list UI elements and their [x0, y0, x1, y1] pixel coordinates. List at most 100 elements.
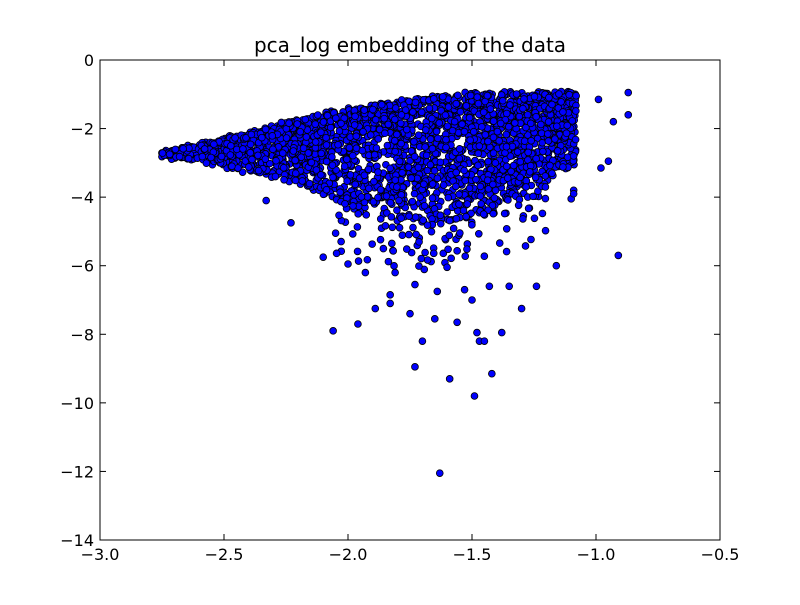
- data-point: [335, 211, 343, 220]
- data-point: [466, 91, 475, 100]
- data-point: [419, 180, 428, 188]
- data-point: [371, 115, 380, 124]
- data-point: [405, 230, 413, 239]
- data-point: [506, 152, 515, 160]
- data-point: [228, 162, 236, 171]
- data-point: [272, 156, 280, 165]
- data-point: [349, 151, 357, 160]
- data-point: [277, 118, 286, 127]
- y-tick-label: −8: [70, 325, 94, 344]
- data-point: [158, 149, 167, 157]
- data-point: [322, 141, 331, 149]
- data-point: [429, 95, 438, 103]
- data-point: [534, 187, 542, 195]
- data-point: [416, 193, 424, 201]
- data-point: [397, 214, 405, 222]
- data-point: [297, 153, 306, 162]
- data-point: [268, 132, 277, 140]
- x-tick-label: −2.0: [329, 545, 368, 564]
- data-point: [563, 121, 572, 130]
- data-point: [502, 109, 511, 118]
- data-point: [434, 134, 442, 143]
- data-point: [395, 157, 404, 166]
- data-point: [604, 157, 613, 165]
- data-point: [436, 158, 445, 167]
- data-point: [337, 237, 345, 246]
- data-point: [537, 129, 546, 138]
- data-point: [435, 469, 444, 477]
- data-point: [493, 127, 502, 136]
- data-point: [415, 262, 423, 270]
- data-point: [254, 151, 262, 160]
- data-point: [296, 127, 305, 136]
- data-point: [474, 99, 483, 108]
- data-point: [365, 184, 373, 193]
- data-point: [340, 162, 349, 171]
- y-tick-label: −12: [60, 462, 94, 481]
- data-point: [479, 210, 488, 218]
- data-point: [341, 199, 349, 208]
- data-point: [450, 117, 459, 126]
- data-point: [513, 148, 522, 156]
- data-point: [463, 245, 471, 253]
- data-point: [226, 151, 235, 159]
- data-point: [453, 247, 461, 255]
- data-point: [408, 197, 417, 206]
- data-point: [420, 201, 429, 210]
- data-point: [289, 147, 298, 155]
- data-point: [519, 215, 527, 223]
- data-point: [529, 192, 537, 201]
- data-point: [351, 112, 359, 121]
- data-point: [293, 120, 302, 128]
- data-point: [423, 221, 432, 229]
- data-point: [419, 216, 427, 224]
- data-point: [520, 95, 528, 103]
- data-point: [445, 231, 454, 240]
- x-tick-label: −1.5: [453, 545, 492, 564]
- data-point: [489, 209, 498, 218]
- data-point: [468, 221, 476, 229]
- data-point: [430, 315, 439, 323]
- data-point: [439, 181, 448, 189]
- data-point: [165, 150, 174, 159]
- data-point: [452, 168, 460, 177]
- data-point: [350, 121, 359, 129]
- data-point: [305, 179, 314, 188]
- data-point: [388, 223, 397, 232]
- data-point: [489, 149, 498, 157]
- data-point: [506, 101, 514, 109]
- data-point: [397, 111, 406, 119]
- data-point: [280, 176, 288, 184]
- data-point: [502, 162, 511, 171]
- data-point: [479, 108, 488, 117]
- data-point: [415, 238, 423, 246]
- data-point: [502, 247, 511, 256]
- data-point: [537, 120, 545, 129]
- data-point: [317, 171, 325, 179]
- y-tick-label: −4: [70, 188, 94, 207]
- x-tick-label: −2.5: [205, 545, 244, 564]
- data-point: [426, 161, 435, 169]
- data-point: [374, 135, 382, 143]
- data-point: [291, 169, 300, 178]
- data-point: [412, 230, 420, 239]
- chart-title: pca_log embedding of the data: [254, 33, 566, 57]
- data-point: [391, 268, 399, 277]
- data-point: [559, 108, 567, 116]
- data-point: [490, 194, 499, 202]
- data-point: [474, 230, 483, 238]
- data-point: [411, 280, 419, 289]
- data-point: [503, 174, 512, 182]
- data-point: [390, 115, 399, 124]
- data-point: [311, 120, 320, 128]
- data-point: [247, 130, 256, 139]
- data-point: [242, 134, 250, 142]
- data-point: [383, 141, 392, 150]
- data-point: [439, 93, 447, 101]
- data-point: [429, 249, 438, 258]
- data-point: [351, 180, 360, 189]
- data-point: [488, 369, 496, 378]
- data-point: [317, 149, 326, 158]
- data-point: [361, 268, 370, 277]
